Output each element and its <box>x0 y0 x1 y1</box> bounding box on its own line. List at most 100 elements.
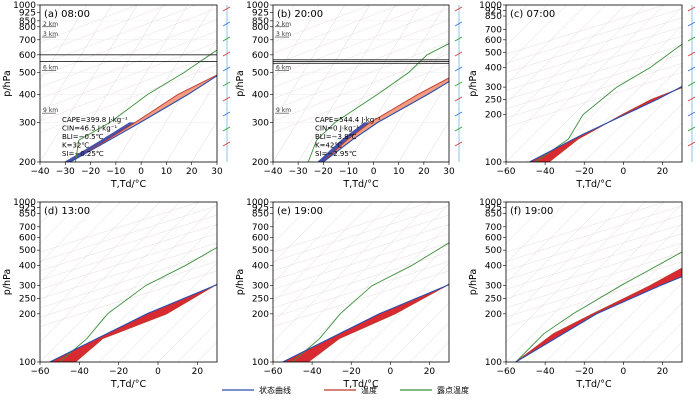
isotherm <box>584 64 682 162</box>
isotherm <box>544 25 682 162</box>
wind-barb <box>687 141 696 147</box>
dry-adiabat <box>273 202 432 253</box>
dry-adiabat <box>273 19 449 88</box>
y-tick-label: 925 <box>485 6 502 16</box>
isotherm <box>506 202 567 264</box>
panel-label: (b) 20:00 <box>277 9 323 20</box>
panel-label: (d) 13:00 <box>44 206 90 217</box>
y-tick-label: 850 <box>19 209 36 219</box>
x-tick-label: −20 <box>314 167 333 177</box>
y-tick-label: 400 <box>485 63 502 73</box>
y-tick-label: 300 <box>485 83 502 93</box>
dry-adiabat <box>273 5 400 54</box>
wind-barb <box>222 36 231 42</box>
panel-label: (f) 19:00 <box>510 206 553 217</box>
isotherm <box>429 341 449 362</box>
wind-barb <box>687 21 696 27</box>
x-tick-label: 30 <box>443 167 455 177</box>
legend: 状态曲线 温度 露点温度 <box>222 385 469 395</box>
y-tick-label: 300 <box>19 118 36 128</box>
y-tick-label: 300 <box>252 282 269 292</box>
y-tick-label: 925 <box>19 9 36 19</box>
y-tick-label: 500 <box>252 246 269 256</box>
isotherm <box>59 203 217 362</box>
dry-adiabat <box>506 202 665 253</box>
dry-adiabat <box>40 233 217 290</box>
y-tick-label: 600 <box>485 36 502 46</box>
dry-adiabat <box>506 270 682 327</box>
y-tick-label: 400 <box>485 262 502 272</box>
isotherm <box>323 5 421 162</box>
y-tick-label: 500 <box>252 69 269 79</box>
y-tick-label: 500 <box>19 246 36 256</box>
isotherm <box>564 243 682 362</box>
isotherm <box>525 6 682 162</box>
panel-a: 9 km 6 km 3 km 2 km −40 −30 −20 −10 0 10 20 30 200 30… <box>2 1 231 190</box>
y-tick-label: 925 <box>19 203 36 213</box>
isotherm <box>642 322 682 362</box>
y-tick-label: 200 <box>252 310 269 320</box>
isotherm <box>506 5 606 105</box>
dry-adiabat <box>273 64 449 133</box>
x-tick-label: −30 <box>289 167 308 177</box>
isotherm <box>65 5 163 162</box>
isotherm <box>40 5 87 81</box>
y-tick-label: 400 <box>19 262 36 272</box>
plot-area <box>506 5 682 162</box>
dry-adiabat <box>273 251 449 309</box>
isotherm <box>273 202 295 225</box>
y-tick-label: 700 <box>485 223 502 233</box>
x-tick-label: −40 <box>536 367 555 377</box>
x-tick-label: 20 <box>192 367 204 377</box>
annotation: BLI=−0.5℃ <box>62 133 104 141</box>
dry-adiabat <box>40 5 138 43</box>
annotation: CIN=0 J·kg⁻¹ <box>315 125 359 133</box>
annotation: CAPE=544.4 J·kg⁻¹ <box>315 116 381 124</box>
isotherm <box>273 5 371 162</box>
isotherm <box>273 202 334 264</box>
x-axis-label: T,Td/°C <box>575 379 612 390</box>
dry-adiabat <box>273 205 449 262</box>
x-tick-label: −40 <box>31 167 50 177</box>
isotherm <box>273 5 320 81</box>
x-tick-label: 20 <box>424 367 436 377</box>
axes-frame <box>505 201 683 363</box>
dry-adiabat <box>273 261 449 318</box>
wind-barb <box>222 141 231 147</box>
y-tick-label: 250 <box>485 96 502 106</box>
y-axis-label: p/hPa <box>2 70 13 96</box>
wind-barb <box>222 51 231 57</box>
height-label: 9 km <box>276 107 291 114</box>
dry-adiabat <box>273 8 449 77</box>
y-tick-label: 1000 <box>13 1 36 11</box>
y-tick-label: 200 <box>252 158 269 168</box>
isotherm <box>292 203 449 362</box>
dry-adiabat <box>506 233 682 290</box>
x-axis-label: T,Td/°C <box>342 179 379 190</box>
series-temp <box>515 267 682 362</box>
x-axis-label: T,Td/°C <box>110 179 147 190</box>
y-axis-label: p/hPa <box>2 269 13 295</box>
isotherm <box>191 120 217 162</box>
isotherm <box>273 5 295 41</box>
annotation: SI=−2.95℃ <box>315 150 357 158</box>
isotherm <box>58 202 216 362</box>
isotherm <box>506 5 567 66</box>
annotation: CAPE=399.8 J·kg⁻¹ <box>62 116 128 124</box>
dry-adiabat <box>506 72 682 128</box>
y-axis-label: p/hPa <box>468 70 479 96</box>
axes-frame <box>272 201 450 363</box>
wind-barb <box>454 6 463 12</box>
isotherm <box>40 202 121 284</box>
wind-barb <box>222 126 231 132</box>
dry-adiabat <box>40 270 217 327</box>
y-tick-label: 1000 <box>246 1 269 11</box>
wind-barb <box>454 141 463 147</box>
height-label: 9 km <box>43 107 58 114</box>
x-tick-label: −20 <box>575 367 594 377</box>
x-tick-label: −10 <box>339 167 358 177</box>
x-tick-label: −60 <box>497 367 516 377</box>
wind-barb <box>222 111 231 117</box>
dry-adiabat <box>273 214 449 272</box>
isotherm <box>40 202 102 264</box>
